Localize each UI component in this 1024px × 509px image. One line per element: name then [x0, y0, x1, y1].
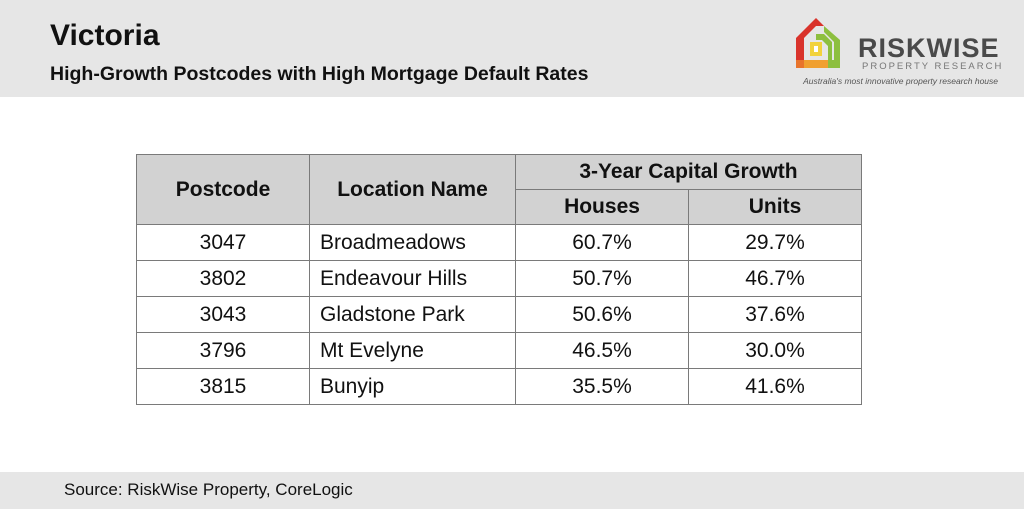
cell-location: Bunyip [309, 368, 516, 405]
cell-location: Endeavour Hills [309, 260, 516, 297]
header-postcode: Postcode [136, 154, 310, 225]
cell-postcode: 3043 [136, 296, 310, 333]
cell-houses: 50.6% [515, 296, 689, 333]
logo-brand-sub: PROPERTY RESEARCH [862, 61, 1004, 72]
footer-band: Source: RiskWise Property, CoreLogic [0, 472, 1024, 509]
table-row: 3815 Bunyip 35.5% 41.6% [136, 368, 862, 405]
growth-table: Postcode Location Name 3-Year Capital Gr… [136, 154, 862, 405]
cell-units: 30.0% [688, 332, 862, 369]
cell-location: Mt Evelyne [309, 332, 516, 369]
table-row: 3047 Broadmeadows 60.7% 29.7% [136, 224, 862, 261]
cell-houses: 50.7% [515, 260, 689, 297]
header-location: Location Name [309, 154, 516, 225]
cell-postcode: 3796 [136, 332, 310, 369]
cell-houses: 60.7% [515, 224, 689, 261]
riskwise-logo: RISKWISE PROPERTY RESEARCH Australia's m… [794, 10, 1004, 90]
table-row: 3802 Endeavour Hills 50.7% 46.7% [136, 260, 862, 297]
source-note: Source: RiskWise Property, CoreLogic [64, 480, 353, 499]
cell-postcode: 3802 [136, 260, 310, 297]
cell-houses: 35.5% [515, 368, 689, 405]
header-units: Units [688, 189, 862, 225]
cell-units: 37.6% [688, 296, 862, 333]
cell-houses: 46.5% [515, 332, 689, 369]
cell-units: 46.7% [688, 260, 862, 297]
page-title: Victoria [50, 19, 160, 52]
cell-units: 29.7% [688, 224, 862, 261]
cell-location: Broadmeadows [309, 224, 516, 261]
header-houses: Houses [515, 189, 689, 225]
cell-postcode: 3815 [136, 368, 310, 405]
page-subtitle: High-Growth Postcodes with High Mortgage… [50, 63, 589, 85]
logo-tagline: Australia's most innovative property res… [803, 76, 998, 86]
header-capital-growth: 3-Year Capital Growth [515, 154, 862, 190]
house-logo-icon [796, 18, 840, 68]
header-band: Victoria High-Growth Postcodes with High… [0, 0, 1024, 97]
cell-postcode: 3047 [136, 224, 310, 261]
cell-units: 41.6% [688, 368, 862, 405]
cell-location: Gladstone Park [309, 296, 516, 333]
table-row: 3796 Mt Evelyne 46.5% 30.0% [136, 332, 862, 369]
table-row: 3043 Gladstone Park 50.6% 37.6% [136, 296, 862, 333]
logo-brand: RISKWISE [858, 33, 1000, 63]
